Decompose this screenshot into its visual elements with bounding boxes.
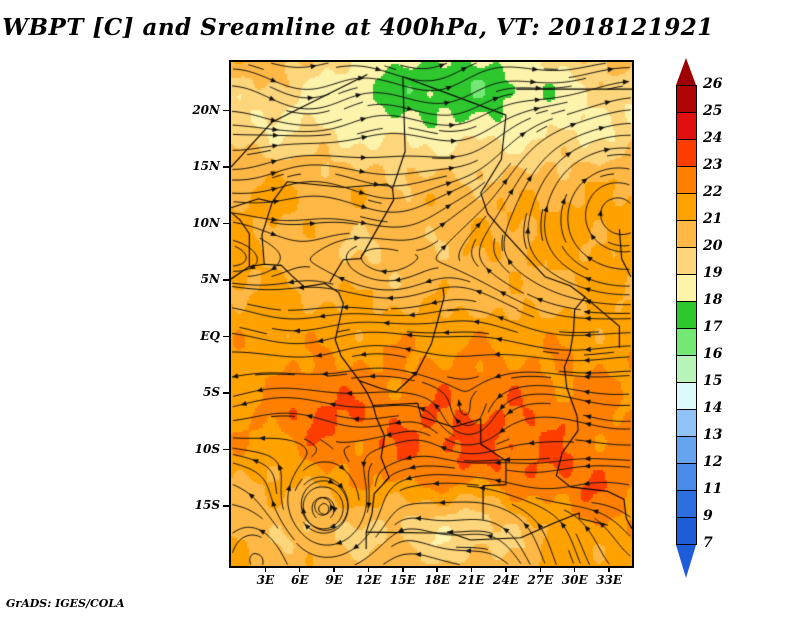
colorbar-label: 11	[703, 481, 723, 497]
y-tick-mark	[223, 166, 229, 168]
colorbar-segment	[676, 436, 697, 464]
x-tick-label: 12E	[355, 573, 382, 587]
y-tick-label: 15S	[194, 498, 220, 513]
colorbar-segment	[676, 139, 697, 167]
colorbar-segment	[676, 220, 697, 248]
x-tick-mark	[470, 567, 473, 572]
colorbar-label: 26	[703, 76, 723, 92]
x-tick-label: 15E	[389, 573, 416, 587]
x-tick-label: 9E	[325, 573, 343, 587]
colorbar-segment	[676, 463, 697, 491]
colorbar-segment	[676, 517, 697, 545]
colorbar-segment	[676, 247, 697, 275]
y-tick-mark	[223, 392, 229, 394]
colorbar-segment	[676, 193, 697, 221]
colorbar-label: 14	[703, 400, 723, 416]
y-tick-mark	[223, 335, 229, 338]
colorbar-label: 21	[703, 211, 723, 227]
x-tick-label: 27E	[527, 573, 554, 587]
x-tick-label: 21E	[458, 573, 485, 587]
colorbar-label: 25	[703, 103, 723, 119]
x-tick-label: 18E	[424, 573, 451, 587]
x-tick-label: 30E	[561, 573, 588, 587]
colorbar-segment	[676, 166, 697, 194]
colorbar-label: 22	[703, 184, 723, 200]
x-tick-mark	[402, 567, 404, 572]
x-tick-mark	[573, 567, 576, 572]
y-tick-label: 15N	[192, 159, 220, 174]
x-tick-mark	[264, 567, 267, 572]
colorbar-label: 17	[703, 319, 723, 335]
x-tick-mark	[367, 567, 370, 572]
y-tick-mark	[223, 505, 229, 507]
x-tick-mark	[333, 567, 335, 572]
colorbar-label: 12	[703, 454, 723, 470]
x-tick-mark	[436, 567, 438, 572]
y-tick-mark	[223, 109, 229, 112]
colorbar-label: 16	[703, 346, 723, 362]
y-tick-label: 10N	[192, 215, 220, 230]
x-tick-label: 3E	[256, 573, 275, 587]
y-tick-mark	[223, 448, 229, 451]
y-tick-mark	[223, 222, 229, 225]
x-tick-label: 33E	[596, 573, 622, 587]
colorbar-label: 13	[703, 427, 723, 443]
colorbar-label: 18	[703, 292, 723, 308]
x-tick-mark	[505, 567, 507, 572]
y-tick-label: 10S	[194, 441, 220, 456]
colorbar-segment	[676, 328, 697, 356]
colorbar-segment	[676, 85, 697, 113]
x-tick-mark	[539, 567, 542, 572]
colorbar-segment	[676, 382, 697, 410]
colorbar-label: 9	[703, 508, 713, 524]
y-tick-label: 20N	[192, 102, 220, 117]
y-tick-mark	[223, 279, 229, 281]
grads-credit: GrADS: IGES/COLA	[6, 597, 125, 610]
colorbar-segment	[676, 274, 697, 302]
colorbar-segment	[676, 355, 697, 383]
colorbar-label: 15	[703, 373, 723, 389]
colorbar: 26 25 24 23 22 21 20 19 18 17 16 15 14 13 12 11 9 7	[676, 58, 796, 584]
colorbar-segment	[676, 301, 697, 329]
colorbar-segment	[676, 490, 697, 518]
colorbar-label: 7	[703, 535, 713, 551]
map-frame	[229, 60, 634, 568]
x-tick-mark	[298, 567, 301, 572]
colorbar-segment	[676, 112, 697, 140]
plot-title: WBPT [C] and Sreamline at 400hPa, VT: 20…	[2, 14, 714, 41]
colorbar-arrow-down	[676, 545, 696, 578]
x-tick-mark	[608, 567, 610, 572]
colorbar-label: 20	[703, 238, 723, 254]
colorbar-label: 24	[703, 130, 723, 146]
colorbar-segment	[676, 409, 697, 437]
x-tick-label: 24E	[493, 573, 519, 587]
y-tick-label: 5N	[200, 272, 220, 287]
colorbar-label: 23	[703, 157, 723, 173]
colorbar-label: 19	[703, 265, 723, 281]
x-tick-label: 6E	[290, 573, 309, 587]
map-canvas	[231, 62, 632, 566]
y-tick-label: 5S	[202, 385, 220, 400]
y-tick-label: EQ	[200, 328, 220, 343]
colorbar-arrow-up	[676, 58, 696, 85]
